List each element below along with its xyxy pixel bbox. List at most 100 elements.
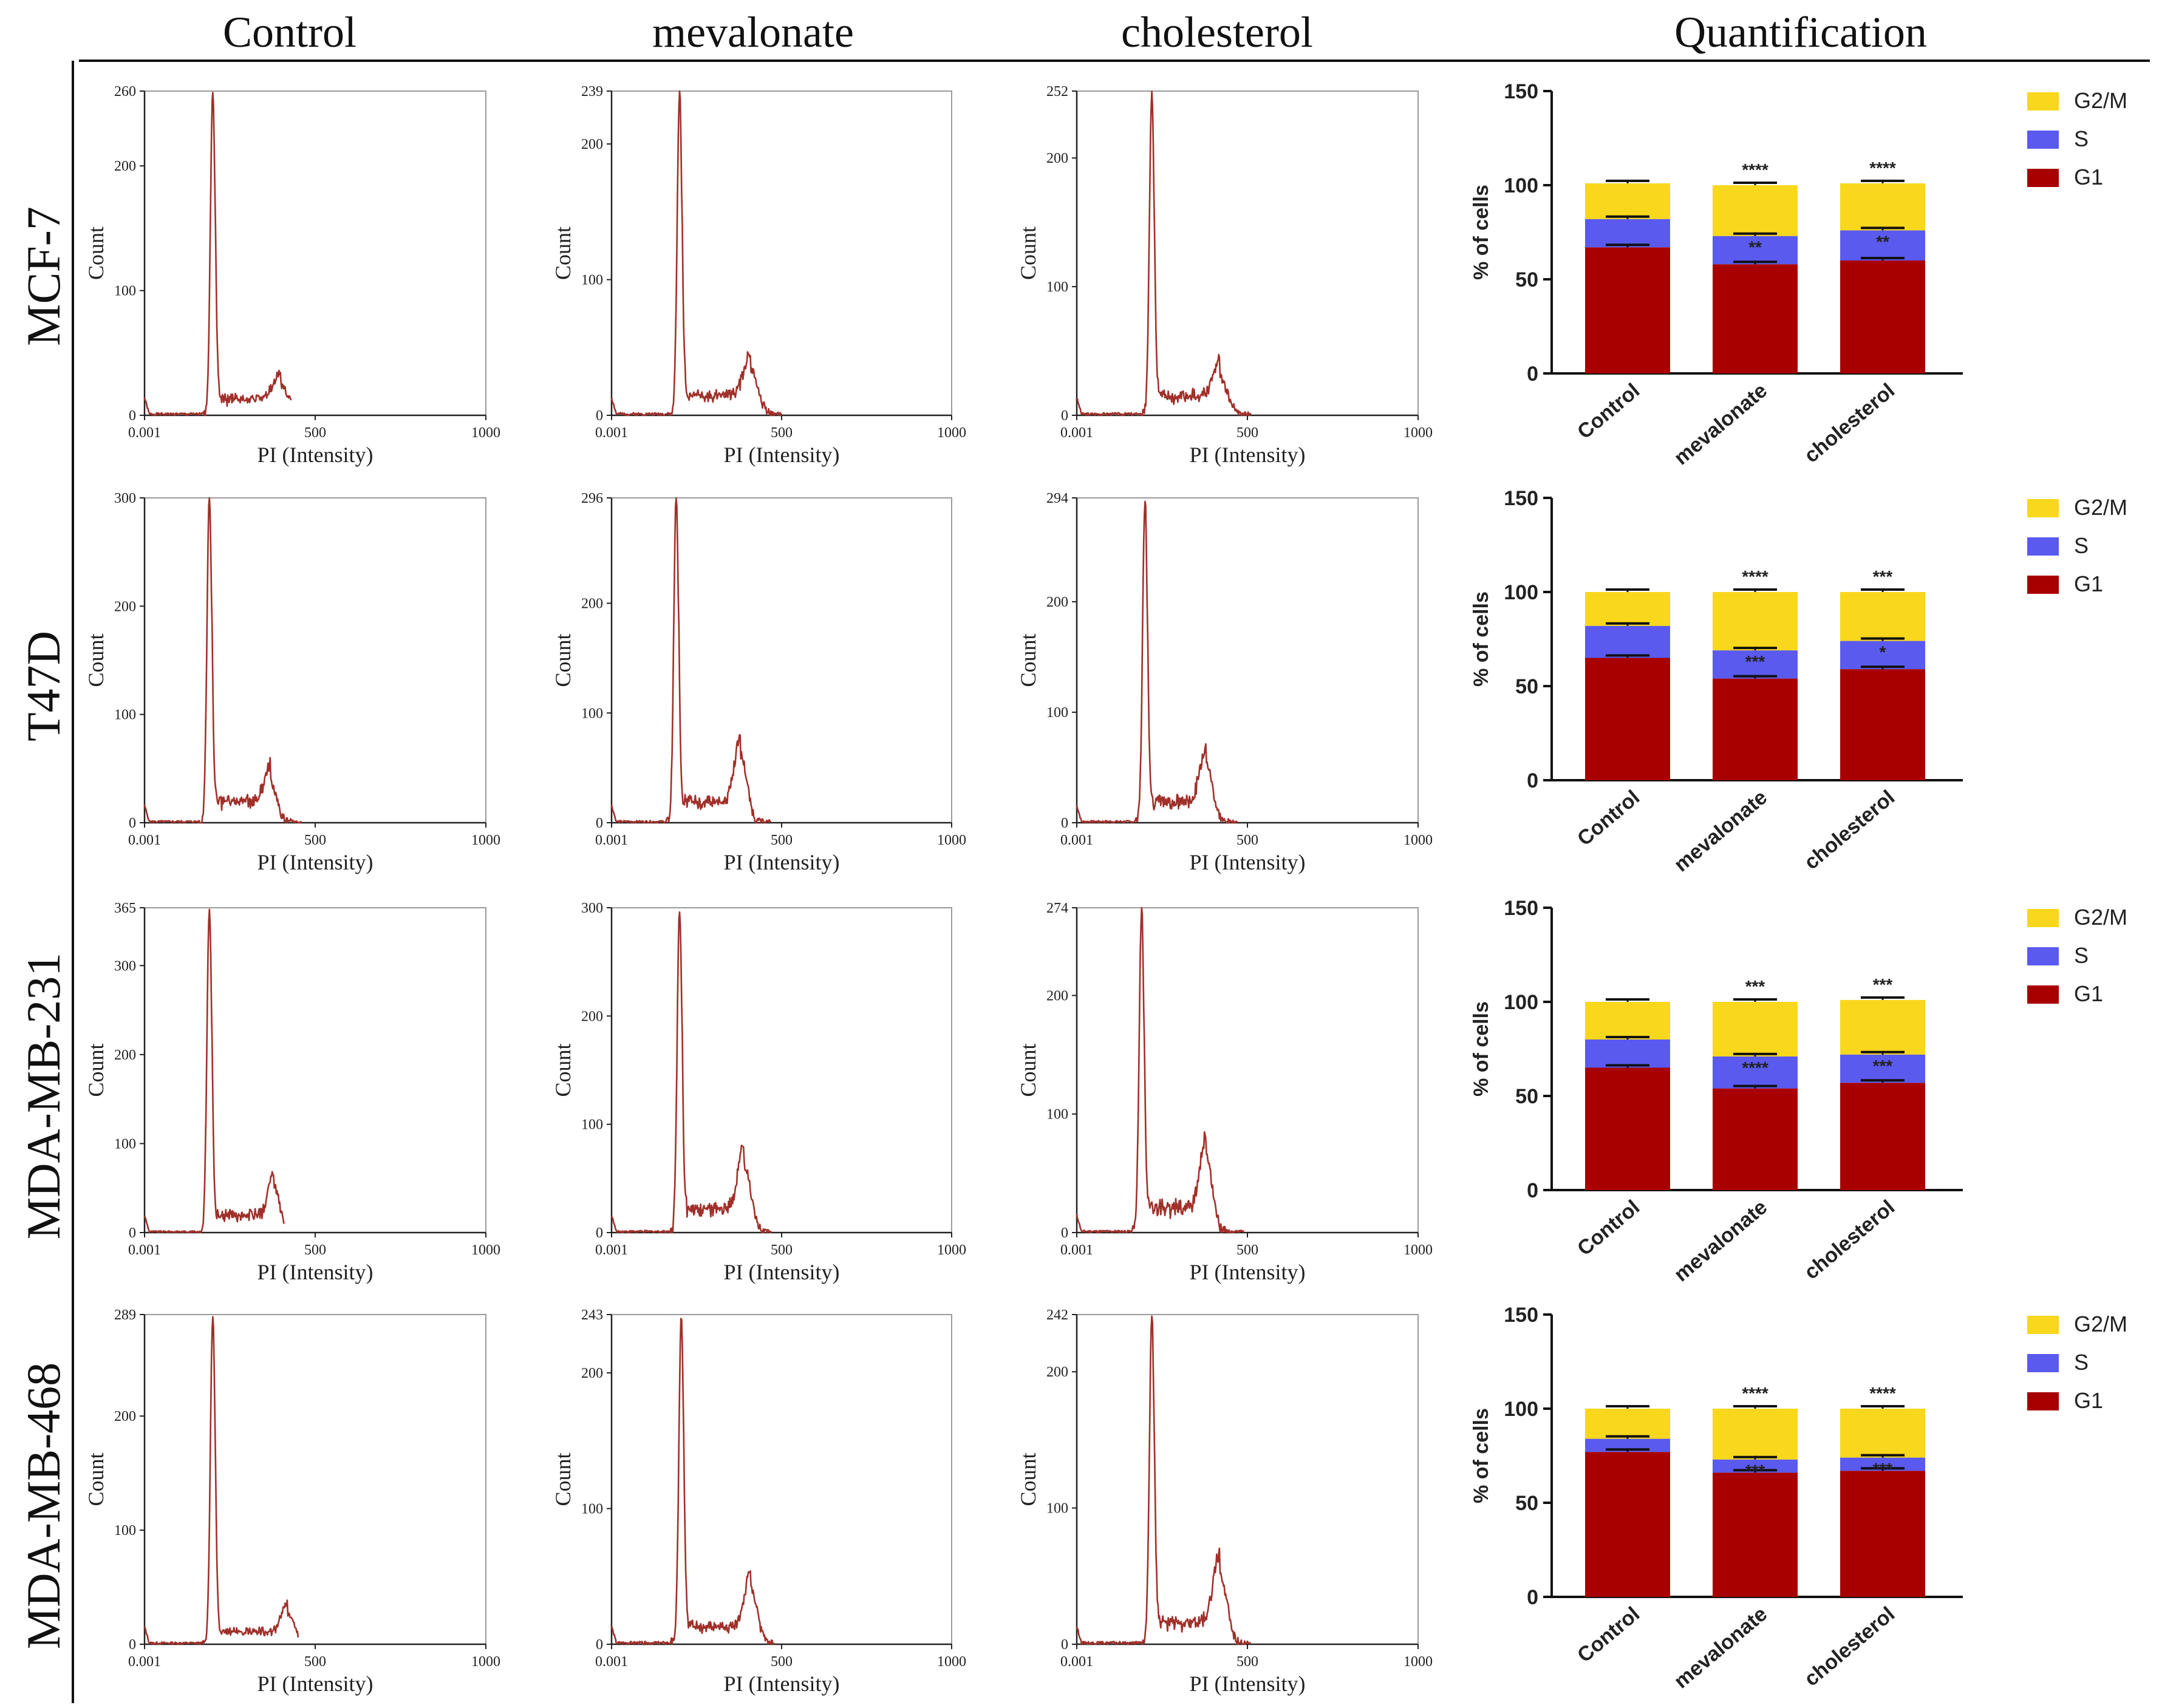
histogram-trace bbox=[1076, 1315, 1251, 1645]
legend-swatch-g2m bbox=[2027, 909, 2059, 927]
y-tick-label: 200 bbox=[581, 137, 603, 152]
significance-g2m: **** bbox=[1742, 567, 1768, 586]
histogram-panel-t47d-control: 0 100 200 300 0.001 500 1000 PI (Intensity) Coun… bbox=[84, 491, 500, 874]
y-tick-label: 200 bbox=[1046, 988, 1068, 1004]
x-tick-label: 500 bbox=[1236, 425, 1258, 441]
histogram-trace bbox=[610, 497, 772, 824]
histogram-panel-mda-mb-231-control: 0 100 200 300 365 0.001 500 1000 PI (Intensity) C… bbox=[84, 900, 500, 1284]
y-tick-label: 289 bbox=[114, 1307, 136, 1323]
y-tick-label: 100 bbox=[114, 284, 136, 299]
x-axis-label: PI (Intensity) bbox=[258, 1260, 373, 1284]
y-tick-label: 100 bbox=[581, 706, 603, 721]
x-tick-label: 1000 bbox=[471, 1654, 500, 1670]
y-axis-label: Count bbox=[84, 226, 108, 280]
x-tick-label: 500 bbox=[771, 1654, 793, 1670]
bar-s-cholesterol bbox=[1840, 1054, 1925, 1083]
y-tick-label: 0 bbox=[129, 1637, 136, 1653]
bar-s-control bbox=[1585, 1039, 1670, 1068]
y-tick-label: 200 bbox=[114, 1409, 136, 1424]
x-axis-label: PI (Intensity) bbox=[724, 850, 840, 874]
x-axis-label: PI (Intensity) bbox=[1190, 443, 1306, 467]
legend-swatch-s bbox=[2027, 537, 2059, 556]
legend-label: S bbox=[2074, 1350, 2089, 1375]
histogram-trace bbox=[143, 1316, 299, 1645]
y-tick-label: 100 bbox=[581, 273, 603, 288]
row-label-t47d: T47D bbox=[17, 631, 70, 741]
y-tick-label: 300 bbox=[114, 958, 136, 974]
y-tick-label: 274 bbox=[1046, 900, 1068, 916]
legend-label: G2/M bbox=[2074, 88, 2127, 113]
y-tick-label: 200 bbox=[1046, 151, 1068, 166]
legend: G2/M S G1 bbox=[2027, 1312, 2127, 1413]
histogram-trace bbox=[610, 911, 773, 1234]
histogram-trace bbox=[1076, 90, 1252, 417]
y-axis-label: Count bbox=[1016, 226, 1040, 280]
legend-label: G2/M bbox=[2074, 1312, 2127, 1336]
legend: G2/M S G1 bbox=[2027, 495, 2127, 596]
y-tick-label: 100 bbox=[1046, 1107, 1068, 1123]
histogram-panel-mda-mb-468-mevalonate: 0 100 200 243 0.001 500 1000 PI (Intensity) Coun… bbox=[551, 1307, 966, 1696]
x-axis-label: PI (Intensity) bbox=[1190, 850, 1306, 874]
y-axis-label: Count bbox=[551, 1043, 575, 1097]
column-header-mevalonate: mevalonate bbox=[652, 8, 854, 56]
y-tick-label: 243 bbox=[581, 1307, 603, 1323]
y-tick-label: 150 bbox=[1504, 1304, 1538, 1327]
bar-g1-mevalonate bbox=[1713, 264, 1798, 373]
y-axis-label: Count bbox=[551, 633, 575, 687]
bar-g2m-mevalonate bbox=[1713, 1409, 1798, 1460]
y-axis-label: Count bbox=[551, 226, 575, 280]
significance-g2m: *** bbox=[1873, 567, 1893, 586]
y-axis-label: Count bbox=[84, 1043, 108, 1097]
legend-swatch-g1 bbox=[2027, 1392, 2059, 1410]
bar-g2m-cholesterol bbox=[1840, 592, 1925, 641]
x-tick-label: 500 bbox=[1236, 1654, 1258, 1670]
y-tick-label: 0 bbox=[1527, 1586, 1538, 1609]
x-tick-label: 1000 bbox=[937, 1242, 966, 1258]
y-axis-label: % of cells bbox=[1470, 1408, 1493, 1503]
x-tick-label: 500 bbox=[771, 1242, 793, 1258]
y-tick-label: 260 bbox=[114, 84, 136, 100]
y-tick-label: 365 bbox=[114, 900, 136, 916]
y-tick-label: 200 bbox=[581, 1009, 603, 1024]
x-tick-label: 500 bbox=[304, 1654, 326, 1670]
y-tick-label: 0 bbox=[129, 408, 136, 424]
legend-label: G2/M bbox=[2074, 905, 2127, 930]
x-axis-label: PI (Intensity) bbox=[258, 1672, 373, 1696]
x-tick-label: 0.001 bbox=[1060, 425, 1093, 441]
x-tick-label: 0.001 bbox=[1060, 1242, 1093, 1258]
bar-g2m-mevalonate bbox=[1713, 1002, 1798, 1056]
bar-g1-cholesterol bbox=[1840, 669, 1925, 780]
x-axis-label: PI (Intensity) bbox=[1190, 1672, 1306, 1696]
significance-g2m: **** bbox=[1869, 1384, 1896, 1403]
legend-swatch-g1 bbox=[2027, 576, 2059, 594]
x-tick-label: 500 bbox=[1236, 832, 1258, 848]
x-tick-label: 1000 bbox=[937, 1654, 966, 1670]
x-tick-label: 0.001 bbox=[1060, 1654, 1093, 1670]
histogram-panel-mcf-7-control: 0 100 200 260 0.001 500 1000 PI (Intensity) Coun… bbox=[84, 84, 500, 467]
x-axis-label: PI (Intensity) bbox=[724, 443, 840, 467]
y-tick-label: 150 bbox=[1504, 897, 1538, 920]
histogram-panel-mda-mb-468-control: 0 100 200 289 0.001 500 1000 PI (Intensity) Coun… bbox=[84, 1307, 500, 1696]
y-tick-label: 100 bbox=[581, 1502, 603, 1517]
y-axis-label: Count bbox=[1016, 1043, 1040, 1097]
histogram-panel-mda-mb-231-cholesterol: 0 100 200 274 0.001 500 1000 PI (Intensity) Coun… bbox=[1016, 900, 1433, 1284]
y-tick-label: 100 bbox=[1046, 1501, 1068, 1517]
row-label-mcf7: MCF-7 bbox=[17, 206, 70, 346]
legend-label: G1 bbox=[2074, 571, 2103, 596]
x-tick-label: 0.001 bbox=[595, 425, 628, 441]
y-tick-label: 0 bbox=[596, 1225, 603, 1241]
histogram-trace bbox=[610, 90, 783, 417]
legend-label: G2/M bbox=[2074, 495, 2127, 520]
x-tick-label: 1000 bbox=[937, 425, 966, 441]
bar-g1-mevalonate bbox=[1713, 1088, 1798, 1190]
significance-s: ** bbox=[1748, 238, 1762, 257]
y-tick-label: 50 bbox=[1515, 268, 1538, 291]
x-tick-label: 1000 bbox=[471, 1242, 500, 1258]
x-tick-label: 1000 bbox=[937, 832, 966, 848]
bar-g1-control bbox=[1585, 1067, 1670, 1190]
y-tick-label: 100 bbox=[1046, 705, 1068, 721]
x-tick-label: 1000 bbox=[471, 425, 500, 441]
x-tick-label: 0.001 bbox=[128, 1242, 161, 1258]
x-tick-label: 500 bbox=[1236, 1242, 1258, 1258]
